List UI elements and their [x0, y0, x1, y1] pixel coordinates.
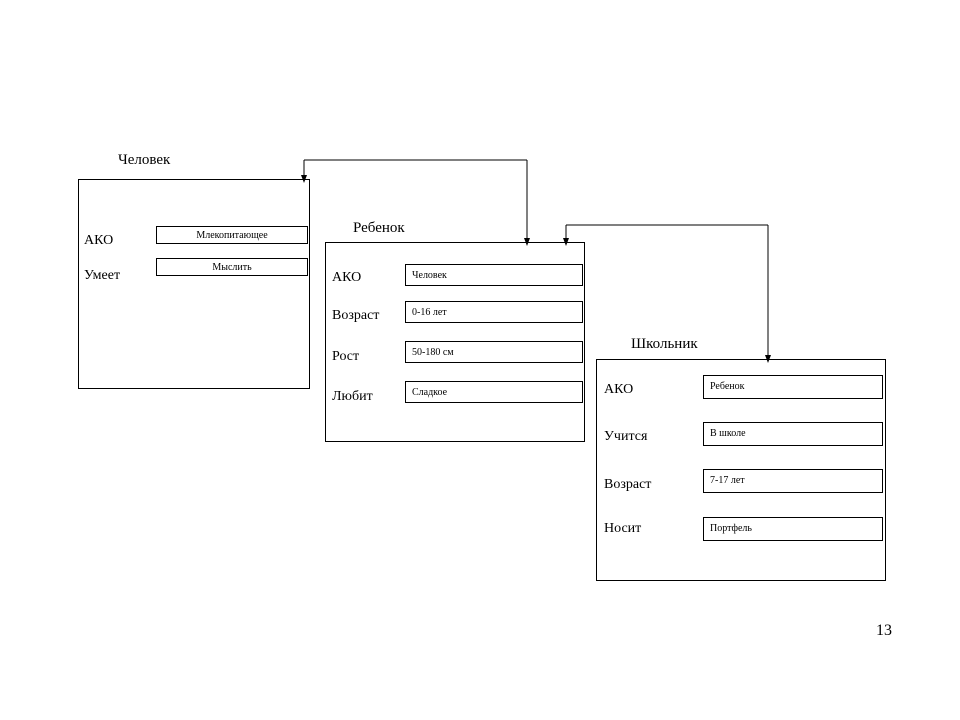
- pupil-study-value: В школе: [703, 422, 883, 446]
- child-age-value: 0-16 лет: [405, 301, 583, 323]
- human-ako-label: АКО: [84, 233, 113, 249]
- pupil-age-label: Возраст: [604, 477, 651, 493]
- human-ako-value: Млекопитающее: [156, 226, 308, 244]
- pupil-ako-label: АКО: [604, 382, 633, 398]
- pupil-age-value: 7-17 лет: [703, 469, 883, 493]
- pupil-carry-value: Портфель: [703, 517, 883, 541]
- child-ako-value: Человек: [405, 264, 583, 286]
- frame-child-title: Ребенок: [353, 220, 405, 237]
- frame-pupil-title: Школьник: [631, 336, 698, 353]
- pupil-ako-value: Ребенок: [703, 375, 883, 399]
- child-likes-value: Сладкое: [405, 381, 583, 403]
- human-skill-value: Мыслить: [156, 258, 308, 276]
- child-age-label: Возраст: [332, 308, 379, 324]
- child-ako-label: АКО: [332, 270, 361, 286]
- pupil-study-label: Учится: [604, 429, 647, 445]
- frame-human-title: Человек: [118, 152, 170, 169]
- page-number: 13: [876, 622, 892, 640]
- child-height-label: Рост: [332, 349, 359, 365]
- frame-human-box: [78, 179, 310, 389]
- human-skill-label: Умеет: [84, 268, 120, 284]
- diagram-canvas: { "page_number": "13", "background_color…: [0, 0, 960, 720]
- child-likes-label: Любит: [332, 389, 373, 405]
- child-height-value: 50-180 см: [405, 341, 583, 363]
- pupil-carry-label: Носит: [604, 521, 641, 537]
